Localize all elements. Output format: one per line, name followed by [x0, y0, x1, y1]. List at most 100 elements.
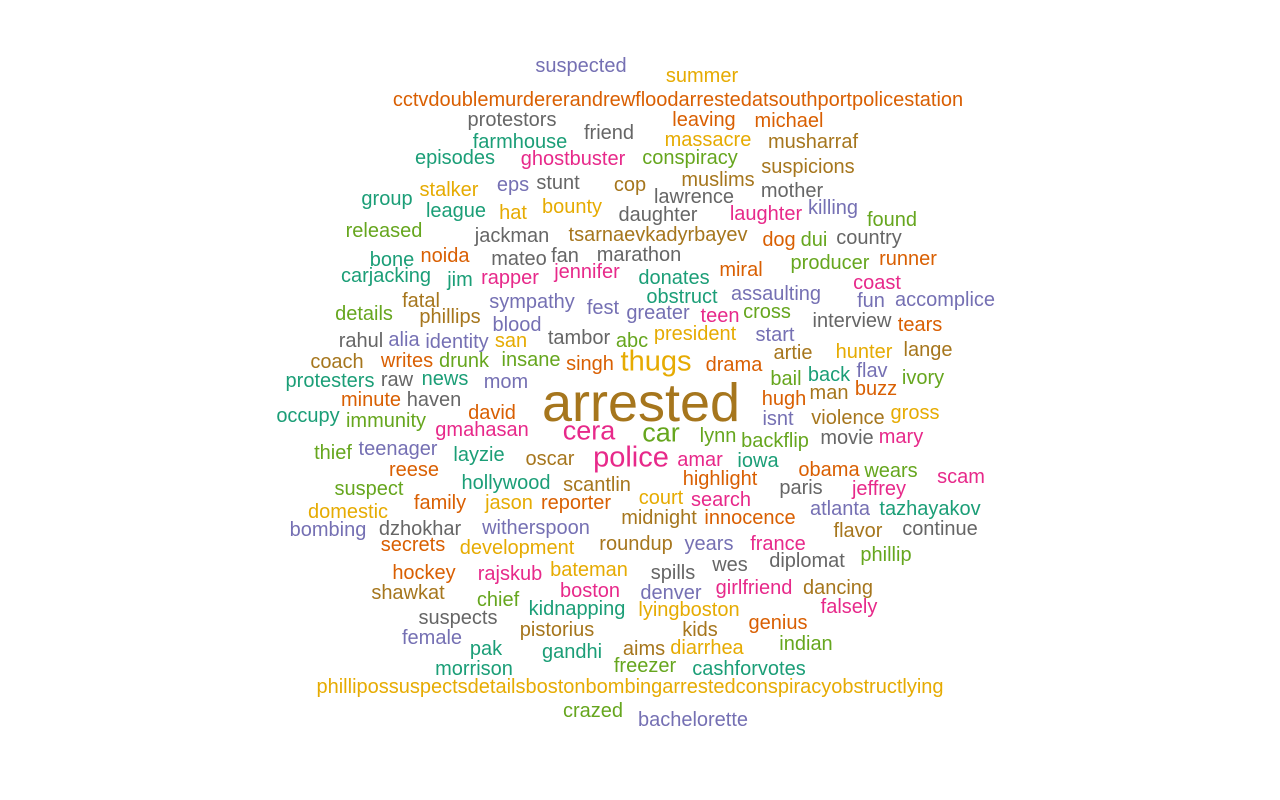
word-san: san: [494, 330, 528, 352]
word-artie: artie: [773, 342, 813, 364]
word-fest: fest: [586, 297, 620, 319]
word-released: released: [345, 220, 423, 242]
word-dzhokhar: dzhokhar: [378, 518, 462, 540]
word-secrets: secrets: [380, 534, 446, 556]
word-laughter: laughter: [729, 203, 803, 225]
word-cashforvotes: cashforvotes: [692, 658, 806, 680]
word-alia: alia: [388, 329, 420, 351]
word-phillipossuspectsdetailsbostonbombingarr: phillipossuspectsdetailsbostonbombingarr…: [316, 676, 944, 698]
word-eps: eps: [496, 174, 530, 196]
word-kidnapping: kidnapping: [528, 598, 626, 620]
word-sympathy: sympathy: [489, 291, 575, 313]
word-teen: teen: [700, 305, 740, 327]
word-scam: scam: [937, 466, 985, 488]
word-layzie: layzie: [453, 444, 505, 466]
word-abc: abc: [615, 330, 649, 352]
word-killing: killing: [807, 197, 859, 219]
word-lynn: lynn: [699, 425, 737, 447]
word-family: family: [413, 492, 467, 514]
word-crazed: crazed: [562, 700, 624, 722]
word-conspiracy: conspiracy: [642, 147, 738, 169]
word-isnt: isnt: [762, 408, 794, 430]
word-witherspoon: witherspoon: [482, 517, 590, 539]
word-pak: pak: [469, 638, 503, 660]
word-accomplice: accomplice: [894, 289, 996, 311]
word-female: female: [401, 627, 463, 649]
word-lange: lange: [903, 339, 953, 361]
word-jennifer: jennifer: [554, 261, 620, 283]
word-mother: mother: [760, 180, 824, 202]
word-denver: denver: [640, 582, 702, 604]
word-drama: drama: [705, 354, 763, 376]
word-hugh: hugh: [761, 388, 807, 410]
word-domestic: domestic: [307, 501, 389, 523]
word-phillip: phillip: [860, 544, 912, 566]
word-fan: fan: [551, 245, 579, 267]
word-stalker: stalker: [419, 179, 479, 201]
word-coach: coach: [310, 351, 364, 373]
word-reese: reese: [388, 459, 440, 481]
word-jason: jason: [485, 492, 533, 514]
word-diarrhea: diarrhea: [670, 637, 744, 659]
word-flav: flav: [856, 360, 888, 382]
word-suspicions: suspicions: [761, 156, 855, 178]
word-genius: genius: [748, 612, 808, 634]
word-tambor: tambor: [547, 327, 611, 349]
word-indian: indian: [779, 633, 833, 655]
word-bachelorette: bachelorette: [637, 709, 749, 731]
word-hat: hat: [499, 202, 527, 224]
word-continue: continue: [902, 518, 978, 540]
word-morrison: morrison: [435, 658, 513, 680]
word-flavor: flavor: [833, 520, 883, 542]
word-bateman: bateman: [550, 559, 628, 581]
word-president: president: [653, 323, 737, 345]
word-tazhayakov: tazhayakov: [879, 498, 981, 520]
word-lawrence: lawrence: [653, 186, 735, 208]
word-girlfriend: girlfriend: [715, 577, 793, 599]
word-insane: insane: [501, 349, 561, 371]
word-development: development: [459, 537, 575, 559]
word-league: league: [425, 200, 487, 222]
word-dog: dog: [762, 229, 796, 251]
word-suspects: suspects: [418, 607, 498, 629]
word-france: france: [750, 533, 806, 555]
word-michael: michael: [754, 110, 824, 132]
word-court: court: [638, 487, 684, 509]
word-jackman: jackman: [474, 225, 550, 247]
word-hockey: hockey: [392, 562, 456, 584]
word-phillips: phillips: [419, 306, 481, 328]
word-chief: chief: [476, 589, 520, 611]
word-lyingboston: lyingboston: [638, 599, 740, 621]
word-episodes: episodes: [414, 147, 496, 169]
word-carjacking: carjacking: [340, 265, 432, 287]
word-fatal: fatal: [402, 290, 440, 312]
word-start: start: [755, 324, 795, 346]
word-group: group: [361, 188, 413, 210]
word-mom: mom: [483, 371, 529, 393]
word-thugs: thugs: [620, 345, 692, 378]
word-search: search: [690, 489, 752, 511]
word-back: back: [807, 364, 851, 386]
word-freezer: freezer: [613, 655, 677, 677]
word-raw: raw: [380, 369, 414, 391]
word-kids: kids: [682, 619, 718, 641]
word-marathon: marathon: [596, 244, 682, 266]
word-country: country: [836, 227, 902, 249]
word-police: police: [593, 441, 669, 474]
word-news: news: [421, 368, 469, 390]
word-assaulting: assaulting: [730, 283, 822, 305]
word-fun: fun: [857, 290, 885, 312]
word-noida: noida: [420, 245, 470, 267]
word-reporter: reporter: [540, 492, 612, 514]
word-rapper: rapper: [481, 267, 539, 289]
word-innocence: innocence: [704, 507, 796, 529]
word-bone: bone: [369, 249, 415, 271]
word-dui: dui: [800, 229, 828, 251]
word-gandhi: gandhi: [541, 641, 603, 663]
word-buzz: buzz: [854, 378, 898, 400]
word-protesters: protesters: [285, 370, 375, 392]
word-obstruct: obstruct: [646, 286, 718, 308]
word-gross: gross: [890, 402, 940, 424]
word-bail: bail: [770, 368, 802, 390]
